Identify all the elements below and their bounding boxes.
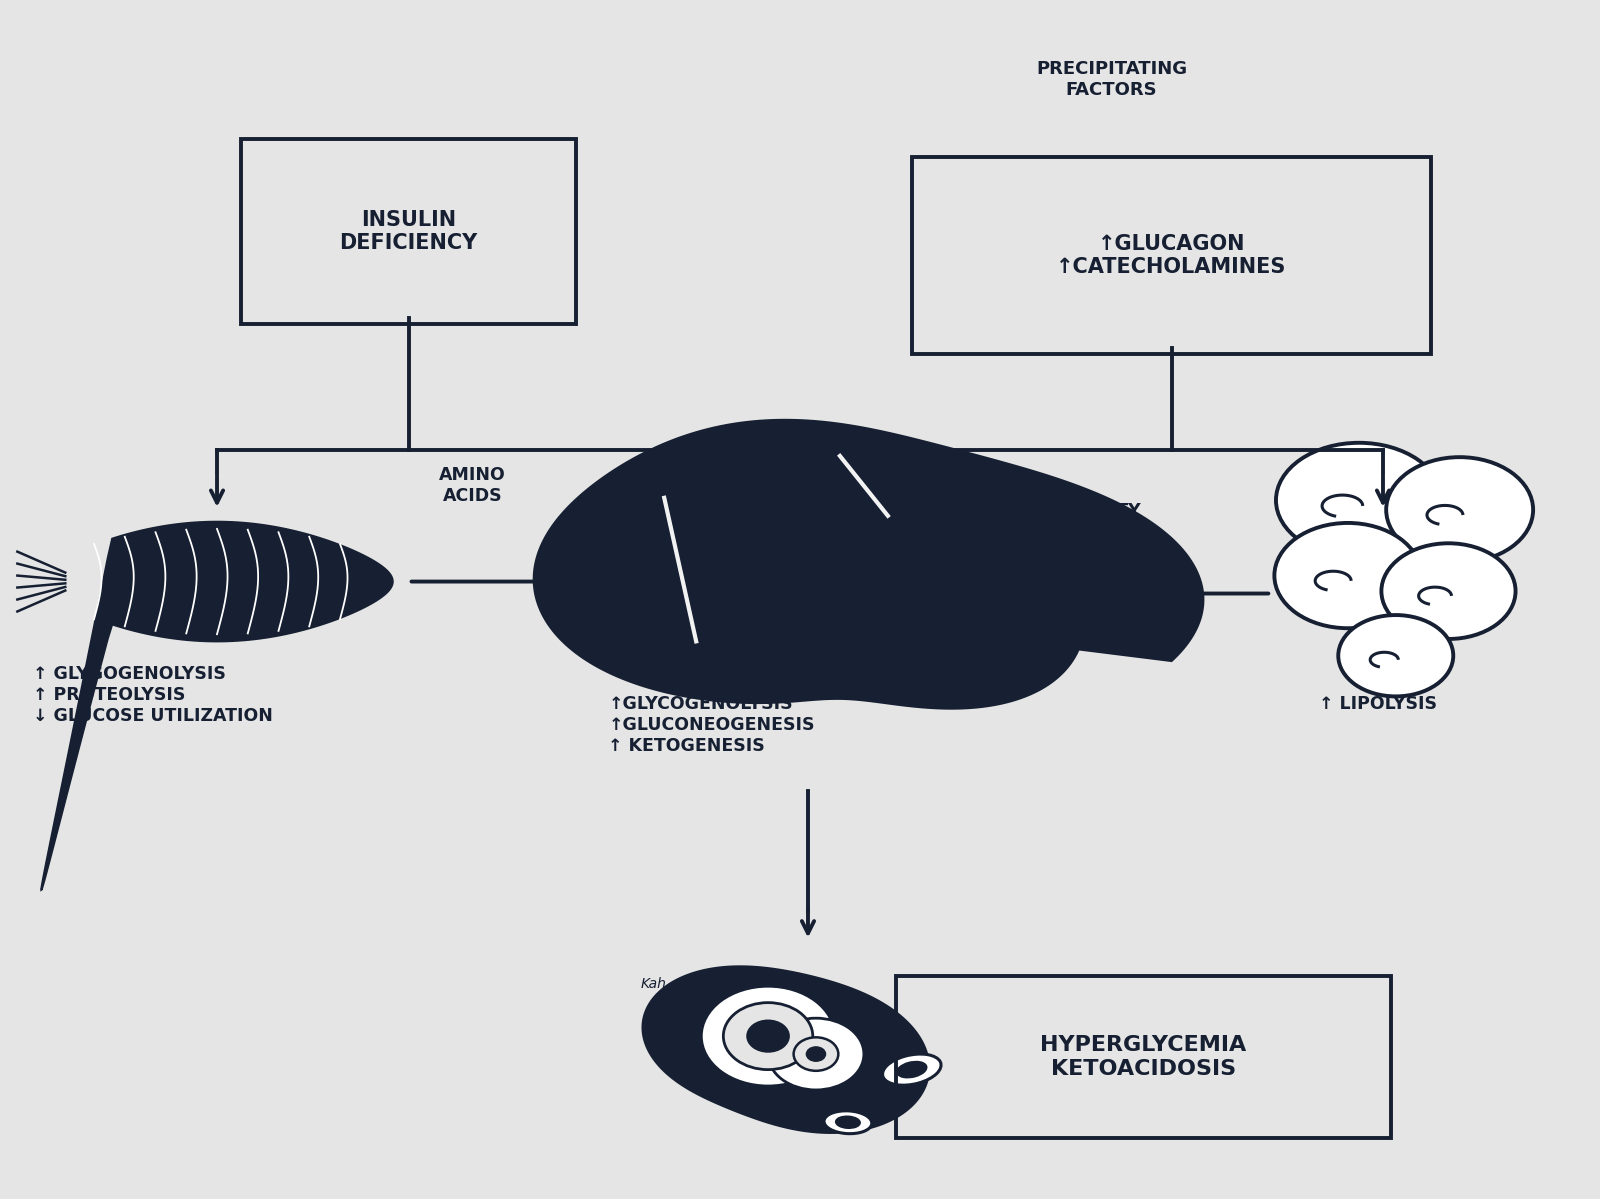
Text: ↑ LIPOLYSIS: ↑ LIPOLYSIS: [1318, 695, 1437, 713]
PathPatch shape: [534, 420, 1203, 709]
Circle shape: [747, 1020, 789, 1052]
Text: HYPERGLYCEMIA
KETOACIDOSIS: HYPERGLYCEMIA KETOACIDOSIS: [1040, 1036, 1246, 1079]
Ellipse shape: [1275, 442, 1442, 558]
Circle shape: [723, 1002, 813, 1070]
Ellipse shape: [1274, 523, 1421, 628]
Circle shape: [794, 1037, 838, 1071]
Text: FATTY
ACIDS: FATTY ACIDS: [1082, 502, 1141, 541]
Text: Kah: Kah: [640, 977, 666, 992]
Ellipse shape: [1338, 615, 1453, 697]
Circle shape: [768, 1018, 864, 1090]
Text: ↑ GLYGOGENOLYSIS
↑ PROTEOLYSIS
↓ GLUCOSE UTILIZATION: ↑ GLYGOGENOLYSIS ↑ PROTEOLYSIS ↓ GLUCOSE…: [34, 665, 274, 725]
Ellipse shape: [1386, 457, 1533, 562]
Text: PRECIPITATING
FACTORS: PRECIPITATING FACTORS: [1035, 60, 1187, 98]
PathPatch shape: [643, 966, 930, 1133]
Ellipse shape: [835, 1116, 859, 1128]
Ellipse shape: [898, 1062, 926, 1078]
Text: AMINO
ACIDS: AMINO ACIDS: [438, 466, 506, 505]
Text: ↑GLYCOGENOLYSIS
↑GLUCONEOGENESIS
↑ KETOGENESIS: ↑GLYCOGENOLYSIS ↑GLUCONEOGENESIS ↑ KETOG…: [608, 695, 814, 755]
PathPatch shape: [42, 522, 392, 890]
Ellipse shape: [1381, 543, 1515, 639]
Circle shape: [806, 1047, 826, 1061]
Text: ↑GLUCAGON
↑CATECHOLAMINES: ↑GLUCAGON ↑CATECHOLAMINES: [1056, 234, 1286, 277]
Text: INSULIN
DEFICIENCY: INSULIN DEFICIENCY: [339, 210, 478, 253]
Ellipse shape: [883, 1054, 941, 1085]
Circle shape: [701, 986, 835, 1086]
Ellipse shape: [824, 1110, 872, 1134]
